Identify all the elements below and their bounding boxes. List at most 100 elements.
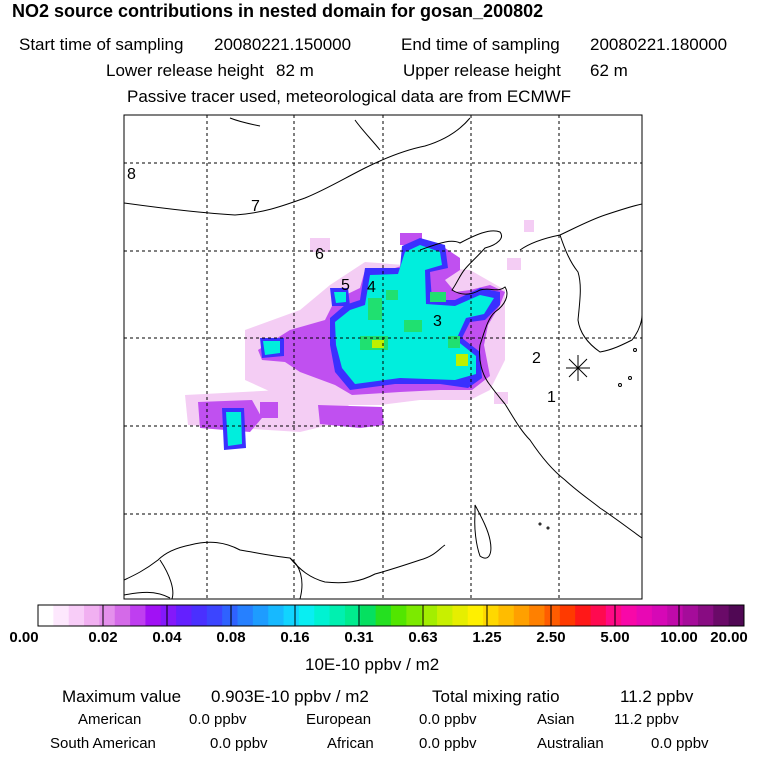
figure-title: NO2 source contributions in nested domai…	[12, 1, 544, 21]
max-value-label: Maximum value	[62, 687, 182, 706]
colorbar-cell	[697, 605, 714, 626]
colorbar	[38, 605, 745, 626]
colorbar-cell	[344, 605, 361, 626]
plume-hotspots	[372, 340, 468, 366]
colorbar-cell	[222, 605, 239, 626]
colorbar-cell	[99, 605, 116, 626]
tracer-note: Passive tracer used, meteorological data…	[127, 87, 572, 106]
receptor-star-icon	[566, 355, 590, 381]
lower-release-value: 82 m	[276, 61, 314, 80]
colorbar-tick-1: 0.02	[88, 629, 118, 646]
colorbar-cell	[421, 605, 438, 626]
end-time-value: 20080221.180000	[590, 35, 728, 54]
colorbar-cell	[283, 605, 300, 626]
european-value: 0.0 ppbv	[419, 711, 477, 728]
australian-label: Australian	[537, 735, 604, 752]
colorbar-cell	[360, 605, 377, 626]
lower-release-label: Lower release height	[106, 61, 264, 80]
african-value: 0.0 ppbv	[419, 735, 477, 752]
colorbar-cell	[130, 605, 146, 626]
max-value: 0.903E-10 ppbv / m2	[211, 687, 369, 706]
start-time-value: 20080221.150000	[214, 35, 352, 54]
colorbar-cell	[590, 605, 607, 626]
colorbar-tick-0: 0.00	[9, 629, 39, 646]
colorbar-tick-11: 20.00	[710, 629, 748, 646]
colorbar-cell	[68, 605, 85, 626]
south-american-value: 0.0 ppbv	[210, 735, 268, 752]
asian-value: 11.2 ppbv	[614, 711, 679, 728]
colorbar-tick-3: 0.08	[216, 629, 246, 646]
colorbar-cell	[191, 605, 208, 626]
colorbar-cell	[53, 605, 70, 626]
colorbar-cell	[84, 605, 100, 626]
colorbar-cell	[544, 605, 561, 626]
concentration-field	[185, 220, 534, 450]
colorbar-cell	[391, 605, 407, 626]
colorbar-cell	[621, 605, 638, 626]
upper-release-label: Upper release height	[403, 61, 561, 80]
colorbar-unit: 10E-10 ppbv / m2	[305, 655, 440, 674]
colorbar-cell	[314, 605, 331, 626]
colorbar-cell	[605, 605, 622, 626]
trajectory-labels: 1 2 3 4 5 6 7 8	[127, 166, 556, 406]
colorbar-cell	[298, 605, 315, 626]
colorbar-cell	[483, 605, 499, 626]
colorbar-cell	[437, 605, 453, 626]
colorbar-cell	[160, 605, 177, 626]
colorbar-tick-2: 0.04	[152, 629, 182, 646]
asian-label: Asian	[537, 711, 575, 728]
path-label-5: 5	[341, 277, 350, 294]
total-mixing-value: 11.2 ppbv	[620, 687, 694, 706]
colorbar-cell	[176, 605, 192, 626]
path-label-4: 4	[367, 279, 376, 296]
colorbar-cell	[406, 605, 423, 626]
colorbar-cell	[375, 605, 392, 626]
colorbar-cell	[268, 605, 285, 626]
colorbar-cell	[38, 605, 54, 626]
american-label: American	[78, 711, 142, 728]
colorbar-tick-6: 0.63	[408, 629, 438, 646]
colorbar-cell	[575, 605, 592, 626]
colorbar-tick-7: 1.25	[472, 629, 502, 646]
path-label-8: 8	[127, 166, 136, 183]
colorbar-dividers	[102, 605, 680, 626]
start-time-label: Start time of sampling	[19, 35, 184, 54]
colorbar-cell	[498, 605, 515, 626]
colorbar-cell	[114, 605, 131, 626]
colorbar-frame	[37, 604, 745, 627]
american-value: 0.0 ppbv	[189, 711, 247, 728]
colorbar-cell	[728, 605, 745, 626]
colorbar-cell	[529, 605, 545, 626]
coastlines	[124, 117, 642, 599]
colorbar-cell	[467, 605, 484, 626]
colorbar-tick-8: 2.50	[536, 629, 566, 646]
map-frame	[123, 114, 643, 600]
african-label: African	[327, 735, 374, 752]
colorbar-cell	[651, 605, 668, 626]
upper-release-value: 62 m	[590, 61, 628, 80]
path-label-7: 7	[251, 198, 260, 215]
end-time-label: End time of sampling	[401, 35, 560, 54]
colorbar-cell	[667, 605, 684, 626]
european-label: European	[306, 711, 372, 728]
path-label-3: 3	[433, 313, 442, 330]
total-mixing-label: Total mixing ratio	[432, 687, 560, 706]
south-american-label: South American	[50, 735, 156, 752]
path-label-1: 1	[547, 389, 556, 406]
colorbar-cell	[252, 605, 269, 626]
colorbar-cell	[206, 605, 223, 626]
colorbar-cell	[713, 605, 730, 626]
colorbar-cell	[237, 605, 254, 626]
colorbar-cell	[559, 605, 576, 626]
colorbar-cell	[329, 605, 346, 626]
colorbar-cell	[145, 605, 162, 626]
colorbar-tick-5: 0.31	[344, 629, 374, 646]
australian-value: 0.0 ppbv	[651, 735, 709, 752]
colorbar-tick-9: 5.00	[600, 629, 630, 646]
colorbar-tick-10: 10.00	[660, 629, 698, 646]
path-label-6: 6	[315, 246, 324, 263]
colorbar-cell	[513, 605, 530, 626]
colorbar-cell	[636, 605, 653, 626]
graticule	[124, 115, 642, 599]
